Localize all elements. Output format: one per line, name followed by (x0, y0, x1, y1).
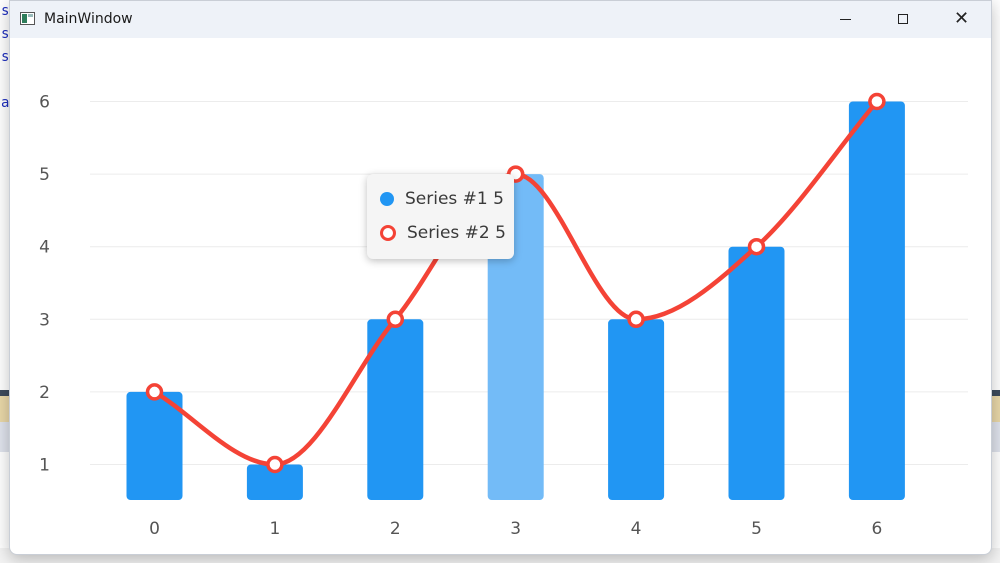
background-code-char: s (1, 26, 10, 42)
y-tick-label: 5 (39, 165, 50, 185)
series-1-bar[interactable] (608, 319, 665, 500)
series-1-legend-icon (380, 192, 394, 206)
series-1-bar[interactable] (246, 464, 303, 501)
x-tick-label: 2 (390, 519, 401, 539)
title-bar[interactable]: MainWindow ✕ (10, 1, 991, 38)
x-tick-label: 4 (631, 519, 642, 539)
x-tick-label: 5 (751, 519, 762, 539)
x-tick-label: 3 (510, 519, 521, 539)
window-title: MainWindow (44, 11, 133, 27)
background-code-char: s (1, 3, 10, 19)
maximize-icon (898, 14, 908, 24)
y-tick-label: 3 (39, 310, 50, 330)
y-tick-label: 1 (39, 456, 50, 476)
minimize-icon (840, 19, 851, 20)
series-2-point[interactable] (868, 92, 886, 111)
tooltip-label: Series #1 5 (405, 189, 504, 209)
tooltip-label: Series #2 5 (407, 223, 506, 243)
series-2-point[interactable] (145, 383, 164, 401)
chart-svg[interactable]: 1 2 3 4 5 6 0 1 2 3 4 5 6 (10, 38, 991, 554)
x-tick-label: 6 (871, 519, 882, 539)
tooltip-row: Series #2 5 (380, 222, 506, 244)
main-window: MainWindow ✕ 1 2 3 4 5 6 0 1 2 3 4 5 6 Series #1 5 S… (9, 0, 992, 555)
series-2-legend-icon (380, 225, 396, 241)
y-tick-label: 2 (39, 383, 50, 403)
background-code-char: a (1, 95, 10, 111)
close-button[interactable]: ✕ (932, 1, 990, 38)
series-2-point[interactable] (627, 310, 645, 329)
app-window-icon (20, 12, 35, 25)
chart-area[interactable]: 1 2 3 4 5 6 0 1 2 3 4 5 6 (10, 38, 991, 554)
close-icon: ✕ (954, 8, 970, 29)
x-tick-label: 0 (149, 519, 160, 539)
series-1-bar[interactable] (848, 101, 905, 501)
series-1-bar[interactable] (126, 391, 183, 500)
series-1-bar[interactable] (728, 246, 785, 500)
y-tick-label: 4 (39, 238, 50, 258)
series-2-point[interactable] (747, 237, 766, 256)
y-tick-label: 6 (39, 93, 50, 113)
x-tick-label: 1 (269, 519, 280, 539)
series-2-point[interactable] (386, 310, 405, 329)
background-code-char: s (1, 49, 10, 65)
minimize-button[interactable] (816, 1, 874, 38)
series-1-bar[interactable] (367, 319, 424, 500)
chart-tooltip: Series #1 5 Series #2 5 (367, 174, 514, 259)
series-2-point[interactable] (266, 455, 284, 474)
maximize-button[interactable] (874, 1, 932, 38)
tooltip-row: Series #1 5 (380, 188, 504, 210)
